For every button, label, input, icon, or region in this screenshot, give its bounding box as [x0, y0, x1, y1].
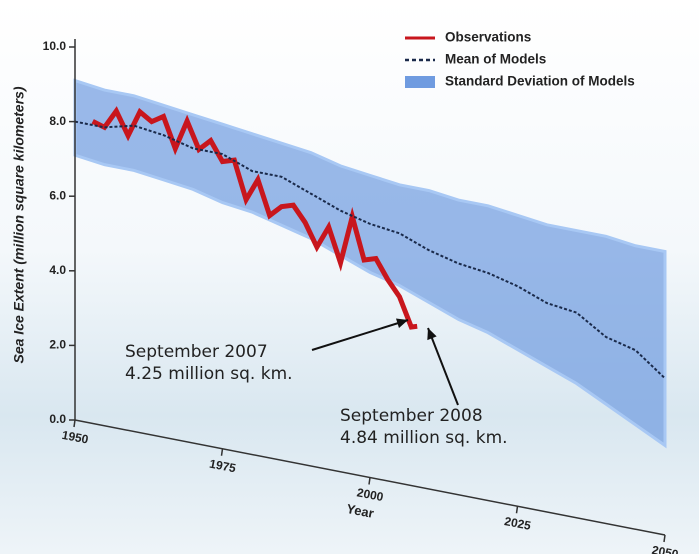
x-tick: [663, 534, 666, 543]
y-tick-label: 0.0: [49, 412, 66, 426]
y-tick-label: 8.0: [49, 114, 66, 128]
annotation: 4.84 million sq. km.: [340, 428, 508, 448]
x-tick-label: 1950: [61, 428, 90, 447]
legend-swatch: [405, 76, 435, 88]
y-tick-label: 10.0: [43, 39, 67, 53]
y-tick-label: 6.0: [49, 188, 66, 202]
x-tick: [368, 477, 371, 485]
annotation-arrow: [427, 327, 459, 406]
x-tick: [515, 506, 519, 514]
std-band: [73, 78, 667, 449]
mean-line: [74, 120, 666, 380]
x-tick: [220, 448, 224, 456]
arrowhead: [396, 318, 408, 329]
observations-line: [91, 106, 418, 330]
x-axis-label: Year: [345, 501, 375, 521]
legend-label: Standard Deviation of Models: [445, 74, 635, 89]
x-tick-label: 2050: [651, 543, 680, 554]
y-tick-label: 4.0: [49, 263, 66, 277]
x-tick-label: 2000: [356, 485, 385, 504]
plot: [73, 78, 667, 449]
annotation: September 2008: [340, 406, 483, 426]
x-tick-label: 1975: [208, 457, 237, 476]
annotation: 4.25 million sq. km.: [125, 364, 293, 384]
annotation-arrow: [311, 319, 409, 351]
y-axis-label: Sea Ice Extent (million square kilometer…: [11, 86, 27, 363]
x-tick-label: 2025: [503, 514, 532, 533]
y-tick-label: 2.0: [49, 338, 66, 352]
arrowhead: [427, 328, 437, 341]
annotation: September 2007: [125, 342, 268, 362]
x-tick: [73, 419, 76, 428]
legend-label: Mean of Models: [445, 52, 546, 67]
legend-label: Observations: [445, 30, 531, 45]
